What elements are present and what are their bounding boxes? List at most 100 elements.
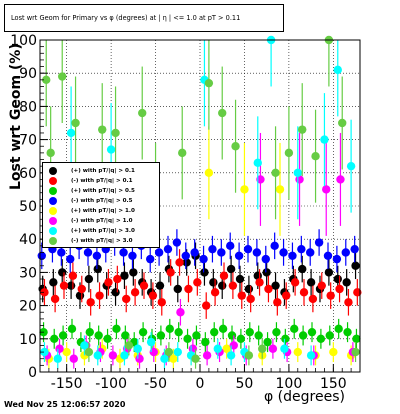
data-point: [210, 327, 219, 337]
data-point: [335, 284, 344, 294]
data-point: [245, 327, 254, 337]
data-point: [329, 347, 338, 357]
data-point: [69, 354, 78, 363]
data-point: [263, 337, 272, 347]
data-point: [351, 261, 360, 270]
data-point: [146, 337, 156, 347]
data-point: [175, 258, 184, 267]
data-point: [209, 278, 218, 287]
x-tick-label: -100: [95, 376, 127, 392]
data-point: [55, 344, 64, 353]
data-point: [271, 168, 280, 177]
x-tick-label: -50: [144, 376, 167, 392]
data-point: [325, 331, 334, 340]
data-point: [128, 251, 137, 260]
legend-marker: [49, 187, 57, 195]
legend-label: (+) with pT/|q| > 0.1: [71, 168, 135, 174]
data-point: [254, 331, 263, 340]
data-point: [40, 288, 49, 297]
y-tick-label: 10: [19, 332, 37, 348]
data-point: [111, 128, 120, 138]
legend-marker: [49, 207, 57, 215]
data-point: [218, 108, 227, 118]
data-point: [119, 248, 128, 257]
data-point: [273, 298, 282, 307]
data-point: [228, 281, 238, 290]
data-point: [280, 344, 289, 353]
data-point: [281, 334, 290, 343]
data-point: [139, 281, 149, 290]
data-point: [58, 268, 67, 277]
data-point: [299, 288, 309, 297]
data-point: [121, 331, 130, 340]
chart-title: Lost wrt Geom for Primary vs φ (degrees)…: [11, 14, 241, 22]
data-point: [160, 354, 169, 363]
legend-label: (-) with pT/|q| > 0.1: [71, 178, 133, 184]
x-tick-label: 0: [196, 376, 205, 392]
data-point: [270, 241, 279, 251]
data-point: [92, 251, 102, 260]
data-point: [173, 347, 182, 357]
y-tick-label: 90: [19, 66, 37, 82]
data-point: [202, 301, 211, 310]
data-point: [165, 324, 174, 334]
legend-marker: [49, 197, 57, 205]
data-point: [255, 278, 264, 287]
data-point: [178, 148, 187, 158]
data-point: [204, 168, 214, 177]
y-tick-label: 40: [19, 232, 37, 248]
data-point: [190, 248, 199, 257]
data-point: [193, 278, 202, 287]
data-point: [98, 125, 107, 134]
x-axis-ticks: -150 -100 -50 0 50 100 150: [39, 364, 361, 392]
x-tick-label: 150: [320, 376, 347, 392]
legend-item: (+) with pT/|q| > 1.0: [43, 206, 161, 216]
data-point: [84, 274, 94, 284]
data-point: [288, 251, 297, 260]
legend-item: (-) with pT/|q| > 1.0: [43, 216, 161, 226]
data-point: [306, 278, 316, 287]
data-point: [86, 298, 95, 307]
data-point: [213, 344, 222, 353]
data-point: [272, 327, 281, 337]
data-point: [261, 254, 270, 264]
data-point: [282, 291, 291, 300]
data-point: [135, 354, 144, 363]
chart-series-points: [37, 35, 362, 369]
data-point: [326, 291, 335, 300]
data-point: [58, 72, 67, 81]
data-point: [244, 351, 254, 360]
data-point: [317, 281, 326, 290]
data-point: [258, 344, 267, 353]
data-point: [58, 331, 68, 340]
data-point: [253, 158, 262, 168]
data-point: [108, 351, 118, 360]
timestamp-footer: Wed Nov 25 12:06:57 2020: [4, 400, 126, 409]
data-point: [204, 78, 214, 88]
data-point: [133, 344, 142, 353]
data-point: [49, 278, 58, 287]
data-point: [240, 185, 249, 194]
grid-lines: [40, 39, 360, 373]
data-point: [244, 284, 254, 294]
data-point: [341, 248, 350, 257]
data-point: [192, 331, 201, 340]
data-point: [53, 354, 62, 363]
data-point: [120, 271, 129, 280]
data-point: [298, 264, 307, 274]
data-point: [271, 281, 280, 290]
legend-marker: [49, 227, 57, 235]
legend-item: (+) with pT/|q| > 3.0: [43, 226, 161, 236]
data-point: [113, 274, 122, 284]
data-point: [95, 291, 104, 300]
data-point: [163, 244, 173, 254]
data-point: [106, 145, 116, 154]
data-point: [183, 334, 192, 343]
data-point: [350, 244, 359, 254]
data-point: [67, 324, 77, 334]
data-point: [57, 248, 66, 257]
data-point: [218, 281, 227, 290]
data-point: [322, 185, 331, 194]
data-point: [308, 294, 318, 304]
y-tick-label: 80: [19, 99, 37, 115]
